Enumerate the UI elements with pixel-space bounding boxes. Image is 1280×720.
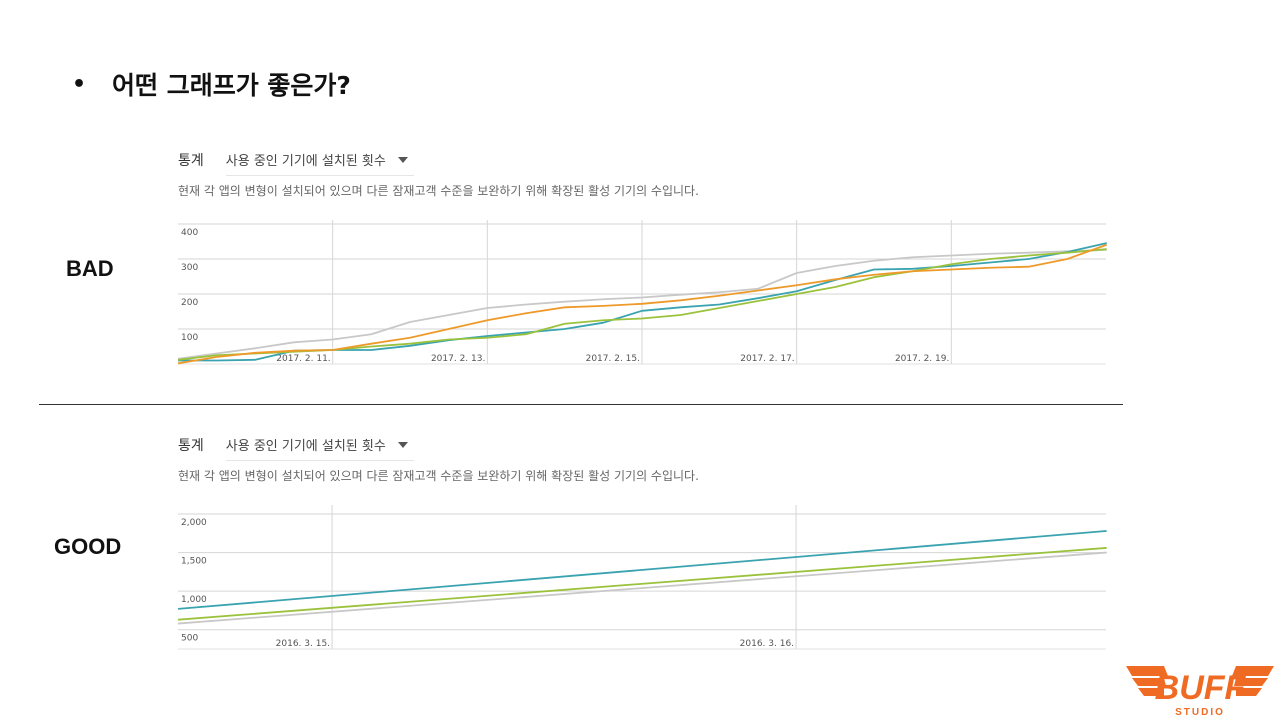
slide-title-text: 어떤 그래프가 좋은가? <box>112 71 351 100</box>
bad-chart-panel: 통계 사용 중인 기기에 설치된 횟수 현재 각 앱의 변형이 설치되어 있으며… <box>178 144 1108 374</box>
bad-label: BAD <box>66 256 114 281</box>
chevron-down-icon <box>397 441 408 448</box>
y-tick-label: 400 <box>181 228 198 238</box>
series-line-1 <box>178 530 1107 610</box>
chart-description: 현재 각 앱의 변형이 설치되어 있으며 다른 잠재고객 수준을 보완하기 위해… <box>178 469 699 483</box>
y-tick-label: 1,500 <box>181 557 207 567</box>
series-line-1 <box>178 248 1107 360</box>
stat-row: 통계 사용 중인 기기에 설치된 횟수 <box>178 144 414 176</box>
stat-label: 통계 <box>178 153 204 169</box>
x-tick-label: 2016. 3. 16. <box>740 639 794 649</box>
x-tick-label: 2017. 2. 17. <box>740 354 794 364</box>
logo-subtext: STUDIO <box>1175 707 1225 718</box>
y-tick-label: 1,000 <box>181 595 207 605</box>
slide-title: • 어떤 그래프가 좋은가? <box>72 66 351 102</box>
metric-dropdown[interactable]: 사용 중인 기기에 설치된 횟수 <box>225 150 414 176</box>
x-tick-label: 2017. 2. 19. <box>895 354 949 364</box>
metric-dropdown[interactable]: 사용 중인 기기에 설치된 횟수 <box>225 435 414 461</box>
metric-dropdown-value: 사용 중인 기기에 설치된 횟수 <box>225 439 386 454</box>
buff-studio-logo: BUFF STUDIO <box>1126 666 1274 718</box>
x-tick-label: 2017. 2. 15. <box>586 354 640 364</box>
y-tick-label: 100 <box>181 333 198 343</box>
logo-text: BUFF <box>1155 669 1247 707</box>
x-tick-label: 2017. 2. 11. <box>276 354 330 364</box>
y-tick-label: 500 <box>181 634 198 644</box>
metric-dropdown-value: 사용 중인 기기에 설치된 횟수 <box>225 154 386 169</box>
series-line-2 <box>178 547 1107 621</box>
bad-line-chart: 100 200 300 400 2017. 2. 11. 2017. 2. 13. 2017… <box>178 220 1107 365</box>
stat-row: 통계 사용 중인 기기에 설치된 횟수 <box>178 429 414 461</box>
x-tick-label: 2016. 3. 15. <box>276 639 330 649</box>
chart-description: 현재 각 앱의 변형이 설치되어 있으며 다른 잠재고객 수준을 보완하기 위해… <box>178 184 699 198</box>
x-tick-label: 2017. 2. 13. <box>431 354 485 364</box>
stat-label: 통계 <box>178 438 204 454</box>
bullet-icon: • <box>72 71 87 97</box>
good-label: GOOD <box>54 534 122 559</box>
good-chart-panel: 통계 사용 중인 기기에 설치된 횟수 현재 각 앱의 변형이 설치되어 있으며… <box>178 429 1108 659</box>
series-line-3 <box>178 551 1107 625</box>
y-tick-label: 300 <box>181 263 198 273</box>
series-line-4 <box>178 244 1107 365</box>
section-divider <box>39 404 1123 405</box>
y-tick-label: 2,000 <box>181 518 207 528</box>
logo-wings <box>1126 666 1274 696</box>
chevron-down-icon <box>397 156 408 163</box>
y-tick-label: 200 <box>181 298 198 308</box>
good-line-chart: 500 1,000 1,500 2,000 2016. 3. 15. 2016. 3. 1… <box>178 505 1107 650</box>
